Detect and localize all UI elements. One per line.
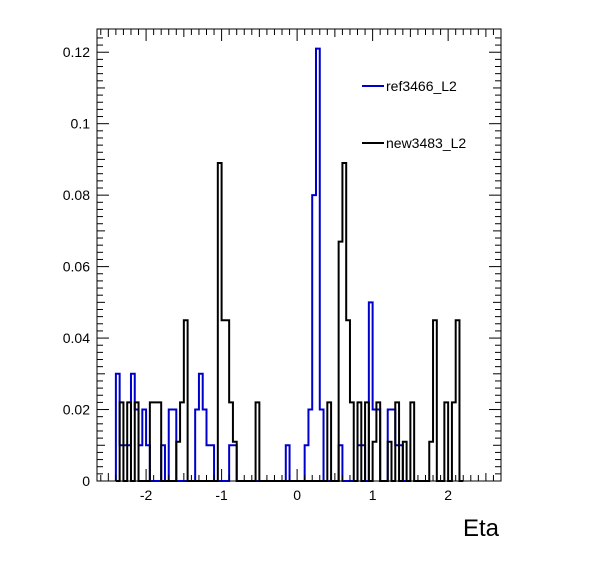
x-axis-label: Eta xyxy=(463,515,500,542)
y-tick-label: 0.04 xyxy=(63,330,90,346)
y-tick-label: 0.12 xyxy=(63,44,90,60)
y-tick-label: 0.02 xyxy=(63,402,90,418)
y-tick-label: 0 xyxy=(82,473,90,489)
y-axis: 0 0.02 0.04 0.06 0.08 0.1 0.12 xyxy=(63,37,501,489)
y-tick-label: 0.1 xyxy=(71,116,91,132)
legend-entry: ref3466_L2 xyxy=(386,78,457,94)
x-tick-label: -2 xyxy=(140,487,153,503)
legend-box xyxy=(356,60,478,170)
new-series xyxy=(115,161,464,482)
x-tick-label: 2 xyxy=(444,487,452,503)
legend-entry: new3483_L2 xyxy=(386,135,466,151)
x-tick-label: -1 xyxy=(215,487,228,503)
x-axis: -2 -1 0 1 2 xyxy=(100,29,494,503)
legend: ref3466_L2 new3483_L2 xyxy=(356,60,478,170)
x-tick-label: 1 xyxy=(369,487,377,503)
y-tick-label: 0.08 xyxy=(63,187,90,203)
series-line-2 xyxy=(115,161,464,482)
y-tick-label: 0.06 xyxy=(63,259,90,275)
x-tick-label: 0 xyxy=(293,487,301,503)
